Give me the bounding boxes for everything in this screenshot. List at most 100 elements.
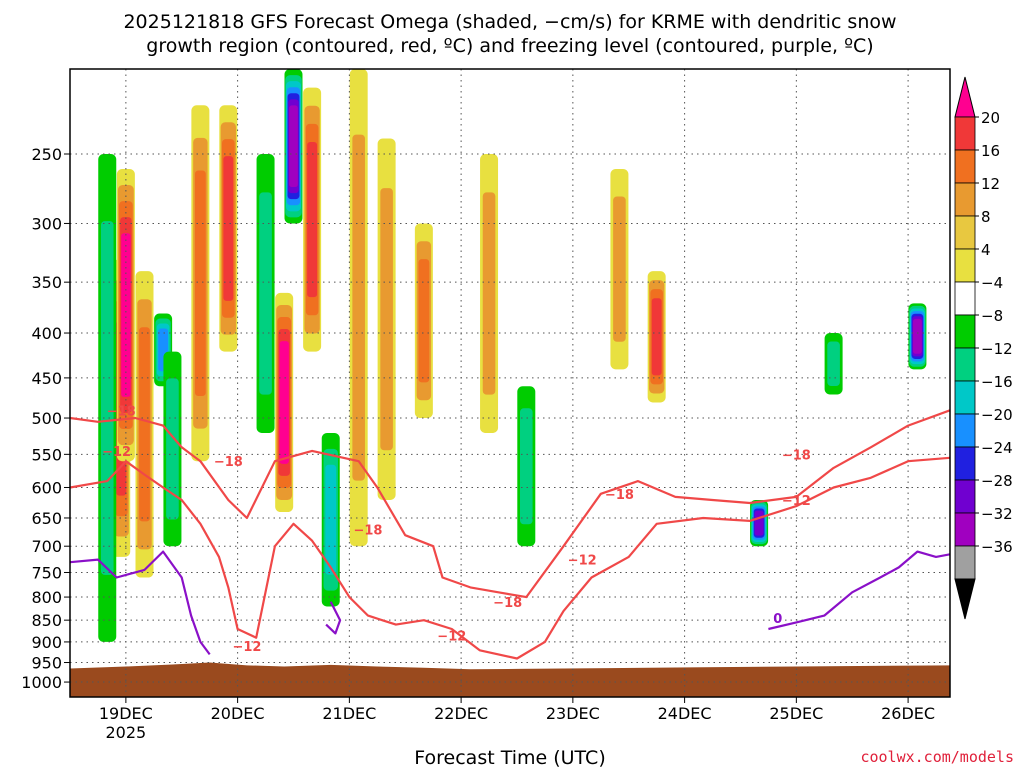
omega-cell-5 [163, 351, 182, 547]
plot-area: −18 −12 −18 −18 −12 −12 −18 −12 −18 −18 −12 0 [69, 68, 951, 698]
contours [70, 409, 950, 660]
omega-band [194, 170, 206, 396]
x-tick-label: 19DEC [99, 704, 153, 723]
omega-cell-19 [647, 271, 666, 403]
colorbar-label: −36 [981, 538, 1013, 556]
colorbar-label: −16 [981, 373, 1013, 391]
omega-cell-17 [517, 386, 536, 547]
x-tick-label: 20DEC [211, 704, 265, 723]
colorbar-bin [954, 413, 976, 448]
x-tick-label: 26DEC [881, 704, 935, 723]
colorbar-label: 4 [981, 241, 991, 259]
omega-cell-9 [284, 69, 303, 224]
colorbar-label: −24 [981, 439, 1013, 457]
colorbar-bin [954, 182, 976, 217]
terrain-fill [70, 662, 950, 697]
omega-cell-7 [219, 105, 238, 352]
omega-cell-21 [824, 333, 843, 395]
omega-band [352, 134, 365, 481]
contour-freezing-level-0-mid [325, 601, 342, 635]
omega-band [380, 188, 393, 451]
y-tick-label: 800 [31, 588, 62, 607]
omega-cell-8 [256, 153, 275, 433]
omega-cell-13 [349, 69, 368, 547]
omega-band [307, 142, 318, 298]
contour-label: −18 [214, 455, 243, 470]
contour-label: −18 [353, 524, 382, 539]
omega-band [827, 341, 840, 387]
colorbar-label: −20 [981, 406, 1013, 424]
colorbar-bin [954, 215, 976, 250]
colorbar-bottom-arrow [954, 578, 976, 620]
omega-band [325, 464, 337, 575]
x-tick-label: 23DEC [546, 704, 600, 723]
contour-label: 0 [773, 612, 782, 627]
y-tick-label: 450 [31, 369, 62, 388]
x-axis: 19DEC 20DEC 21DEC 22DEC 23DEC 24DEC 25DEC 26DEC… [99, 697, 935, 742]
colorbar-label: 8 [981, 208, 991, 226]
colorbar-bin [954, 446, 976, 481]
chart-title-line2: growth region (contoured, red, ºC) and f… [146, 35, 873, 57]
omega-band [279, 341, 289, 464]
contour-label: −12 [102, 445, 131, 460]
contour-freezing-level-0-east [768, 550, 950, 631]
y-tick-label: 700 [31, 537, 62, 556]
omega-band [913, 318, 922, 354]
contour-dgz-minus12-lower [70, 456, 950, 660]
colorbar-label: −32 [981, 505, 1013, 523]
y-tick-label: 550 [31, 445, 62, 464]
grid [70, 69, 950, 697]
y-tick-label: 350 [31, 273, 62, 292]
colorbar-bin [954, 281, 976, 316]
omega-band [223, 156, 234, 301]
contour-labels: −18 −12 −18 −18 −12 −12 −18 −12 −18 −18 −12 0 [102, 404, 811, 655]
contour-label: −12 [568, 554, 597, 569]
colorbar-bin [954, 149, 976, 184]
colorbar-label: −8 [981, 307, 1003, 325]
colorbar-label: −12 [981, 340, 1013, 358]
y-tick-label: 850 [31, 611, 62, 630]
colorbar-bin [954, 380, 976, 415]
colorbar-bin [954, 314, 976, 349]
x-tick-year: 2025 [106, 723, 147, 742]
omega-cell-18 [610, 168, 629, 370]
omega-band [754, 510, 764, 536]
y-tick-label: 1000 [21, 673, 62, 692]
y-tick-label: 650 [31, 509, 62, 528]
y-tick-label: 600 [31, 478, 62, 497]
contour-label: −12 [232, 640, 261, 655]
omega-band [166, 378, 179, 520]
y-axis: 250 300 350 400 450 500 550 600 650 700 750 800 850 9… [21, 145, 70, 692]
colorbar-label: 16 [981, 142, 1000, 160]
x-tick-label: 21DEC [322, 704, 376, 723]
colorbar-bin [954, 479, 976, 514]
omega-cell-16 [480, 153, 499, 433]
contour-freezing-level-0 [70, 550, 211, 656]
y-tick-label: 950 [31, 654, 62, 673]
colorbar: 20 16 12 8 4 −4 −8 −12 −16 −20 −24 −28 −32 −36 [954, 76, 1013, 620]
contour-label: −18 [605, 488, 634, 503]
omega-cell-1 [116, 168, 135, 462]
omega-cell-22 [908, 303, 927, 370]
x-axis-label: Forecast Time (UTC) [414, 747, 605, 768]
colorbar-bin [954, 545, 976, 580]
omega-cell-14 [377, 138, 396, 500]
omega-cell-3 [135, 271, 154, 578]
contour-label: −18 [782, 448, 811, 463]
contour-label: −12 [437, 630, 466, 645]
contour-dgz-minus18-upper [70, 409, 950, 599]
omega-band [289, 105, 298, 188]
colorbar-label: 20 [981, 109, 1000, 127]
colorbar-bin [954, 347, 976, 382]
contour-label: −12 [782, 494, 811, 509]
y-tick-label: 500 [31, 409, 62, 428]
omega-cell-15 [414, 223, 433, 419]
omega-cell-10 [275, 292, 294, 513]
y-tick-label: 900 [31, 633, 62, 652]
omega-band [519, 408, 533, 525]
x-tick-label: 24DEC [658, 704, 712, 723]
omega-shading [98, 69, 927, 642]
omega-cell-12 [321, 432, 340, 607]
chart-title-line1: 2025121818 GFS Forecast Omega (shaded, −… [123, 11, 896, 33]
